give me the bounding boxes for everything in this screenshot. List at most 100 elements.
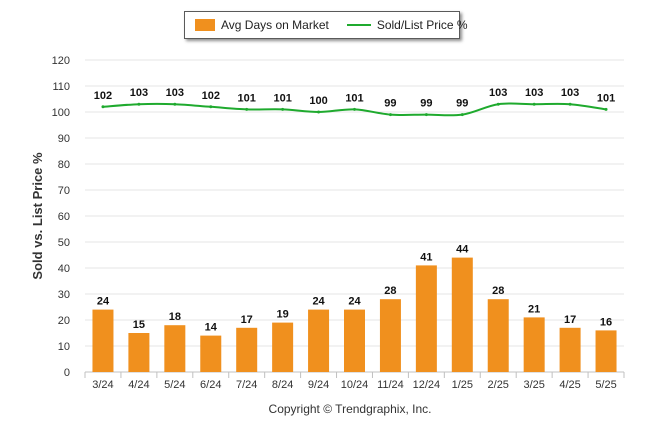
y-axis-title: Sold vs. List Price % (30, 152, 45, 280)
line-point (604, 107, 608, 111)
bar (559, 327, 581, 372)
y-tick-label: 30 (58, 289, 70, 301)
x-tick-label: 2/25 (488, 379, 509, 391)
bar-data-label: 41 (420, 251, 432, 263)
bar-data-label: 19 (277, 309, 289, 321)
bar-data-label: 24 (97, 296, 110, 308)
line-data-label: 99 (384, 98, 396, 110)
grid-layer (85, 59, 624, 373)
bar (164, 325, 186, 372)
line-layer (101, 102, 608, 117)
line-data-label: 103 (561, 87, 579, 99)
line-point (173, 102, 177, 106)
label-layer: 24 15 18 14 17 19 24 24 28 41 44 28 21 17 16 102 103 103 1… (94, 87, 615, 333)
bar-data-label: 24 (312, 296, 325, 308)
x-tick-label: 4/24 (128, 379, 149, 391)
legend-label-line: Sold/List Price % (376, 18, 468, 32)
line-data-label: 101 (597, 92, 615, 104)
line-data-label: 103 (489, 87, 507, 99)
y-tick-label: 20 (58, 315, 70, 327)
y-tick-label: 0 (64, 367, 70, 379)
line-point (245, 107, 249, 111)
line-point (281, 107, 285, 111)
bar-data-label: 16 (600, 316, 612, 328)
y-tick-label: 100 (52, 107, 70, 119)
line-point (101, 105, 105, 109)
bar-data-label: 15 (133, 319, 145, 331)
line-data-label: 102 (94, 90, 112, 102)
y-tick-label: 110 (52, 81, 70, 93)
bar (344, 309, 365, 372)
line-point (209, 105, 213, 109)
y-tick-label: 50 (58, 237, 70, 249)
y-tick-label: 60 (58, 211, 70, 223)
y-tick-label: 70 (58, 185, 70, 197)
x-tick-label: 8/24 (272, 379, 293, 391)
bar-data-label: 28 (492, 285, 504, 297)
line-data-label: 103 (166, 87, 184, 99)
bar-data-label: 21 (528, 303, 540, 315)
x-tick-label: 6/24 (200, 379, 221, 391)
y-tick-label: 10 (58, 341, 70, 353)
bar-data-label: 44 (456, 244, 469, 256)
bar-data-label: 14 (205, 322, 218, 334)
bar (487, 299, 509, 372)
bar-data-label: 24 (348, 296, 361, 308)
x-tick-label: 7/24 (236, 379, 257, 391)
line-data-label: 99 (420, 98, 432, 110)
y-tick-label: 90 (58, 133, 70, 145)
bar-data-label: 17 (241, 314, 253, 326)
x-tick-label: 5/25 (595, 379, 616, 391)
line-data-label: 102 (202, 90, 220, 102)
line-data-label: 101 (345, 92, 363, 104)
legend-item-line: Sold/List Price % (339, 18, 468, 32)
x-tick-label: 3/25 (523, 379, 544, 391)
x-tick-label: 4/25 (559, 379, 580, 391)
bar (595, 330, 617, 372)
line-point (460, 113, 464, 117)
legend-label-bar: Avg Days on Market (221, 18, 329, 32)
bar (451, 257, 473, 372)
legend-swatch-line (346, 24, 371, 26)
x-tick-label: 3/24 (92, 379, 113, 391)
bar-data-label: 18 (169, 311, 181, 323)
bar (308, 309, 330, 372)
x-tick-label: 1/25 (452, 379, 473, 391)
y-tick-label: 40 (58, 263, 70, 275)
line-point (532, 102, 536, 106)
x-tick-label: 11/24 (377, 379, 404, 391)
line-data-label: 101 (238, 92, 256, 104)
bar-data-label: 28 (384, 285, 396, 297)
line-point (496, 102, 500, 106)
x-tick-label: 10/24 (341, 379, 369, 391)
line-point (353, 107, 356, 111)
line-point (424, 113, 428, 117)
y-tick-label: 120 (52, 55, 70, 67)
copyright-text: Copyright © Trendgraphix, Inc. (269, 402, 432, 416)
x-tick-label: 5/24 (164, 379, 185, 391)
line-point (137, 102, 141, 106)
line-data-label: 101 (273, 92, 291, 104)
chart-legend: Avg Days on Market Sold/List Price % (184, 11, 468, 39)
line-data-label: 103 (130, 87, 148, 99)
bar (92, 309, 114, 372)
x-tick-label: 12/24 (413, 379, 441, 391)
bar (379, 299, 401, 372)
bar-data-label: 17 (564, 314, 576, 326)
y-tick-label: 80 (58, 159, 70, 171)
line-point (568, 102, 572, 106)
bar (523, 317, 545, 372)
bar (272, 322, 294, 372)
line-data-label: 99 (456, 98, 468, 110)
bar (200, 335, 222, 372)
bar (415, 265, 437, 372)
line-data-label: 103 (525, 87, 543, 99)
legend-swatch-bar (195, 19, 215, 31)
bar-layer (92, 257, 617, 372)
legend-item-bar: Avg Days on Market (195, 18, 329, 32)
bar (128, 333, 150, 372)
line-data-label: 100 (309, 95, 327, 107)
line-point (388, 113, 392, 117)
